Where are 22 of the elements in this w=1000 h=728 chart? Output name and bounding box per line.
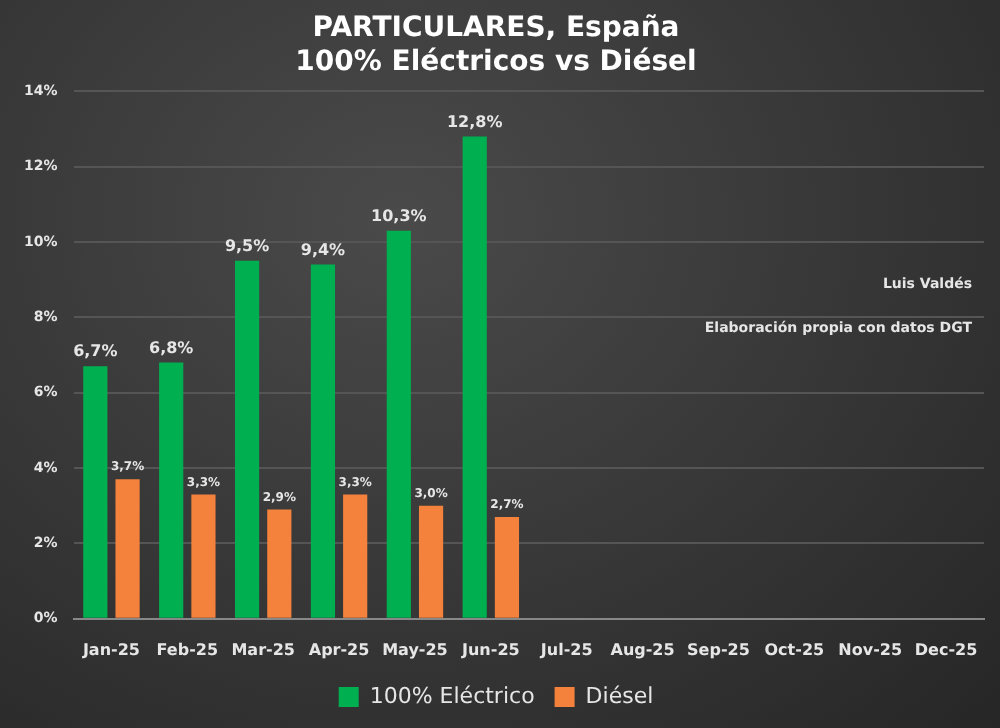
data-label: 9,5% <box>224 236 270 255</box>
data-label: 9,4% <box>300 240 346 259</box>
x-tick-label: Oct-25 <box>764 640 825 659</box>
legend-label: 100% Eléctrico <box>369 682 536 709</box>
legend-label: Diésel <box>585 682 654 709</box>
x-tick-label: May-25 <box>382 640 449 659</box>
chart-subtitle: 100% Eléctricos vs Diésel <box>295 45 697 78</box>
data-label: 6,8% <box>149 338 194 357</box>
x-tick-label: Dec-25 <box>914 640 979 659</box>
x-tick-label: Feb-25 <box>156 640 219 659</box>
data-label: 12,8% <box>446 112 503 131</box>
x-tick-label: Jul-25 <box>538 640 594 659</box>
chart-title: PARTICULARES, España <box>312 12 680 45</box>
x-tick-label: Apr-25 <box>308 640 371 659</box>
x-tick-label: Jan-25 <box>80 640 141 659</box>
data-label: 6,7% <box>73 342 118 361</box>
x-tick-label: Aug-25 <box>610 640 676 659</box>
x-tick-label: Jun-25 <box>459 640 521 659</box>
x-tick-label: Nov-25 <box>838 640 903 659</box>
x-tick-label: Mar-25 <box>231 640 296 659</box>
data-label: 10,3% <box>371 206 427 225</box>
x-tick-label: Sep-25 <box>687 640 751 659</box>
